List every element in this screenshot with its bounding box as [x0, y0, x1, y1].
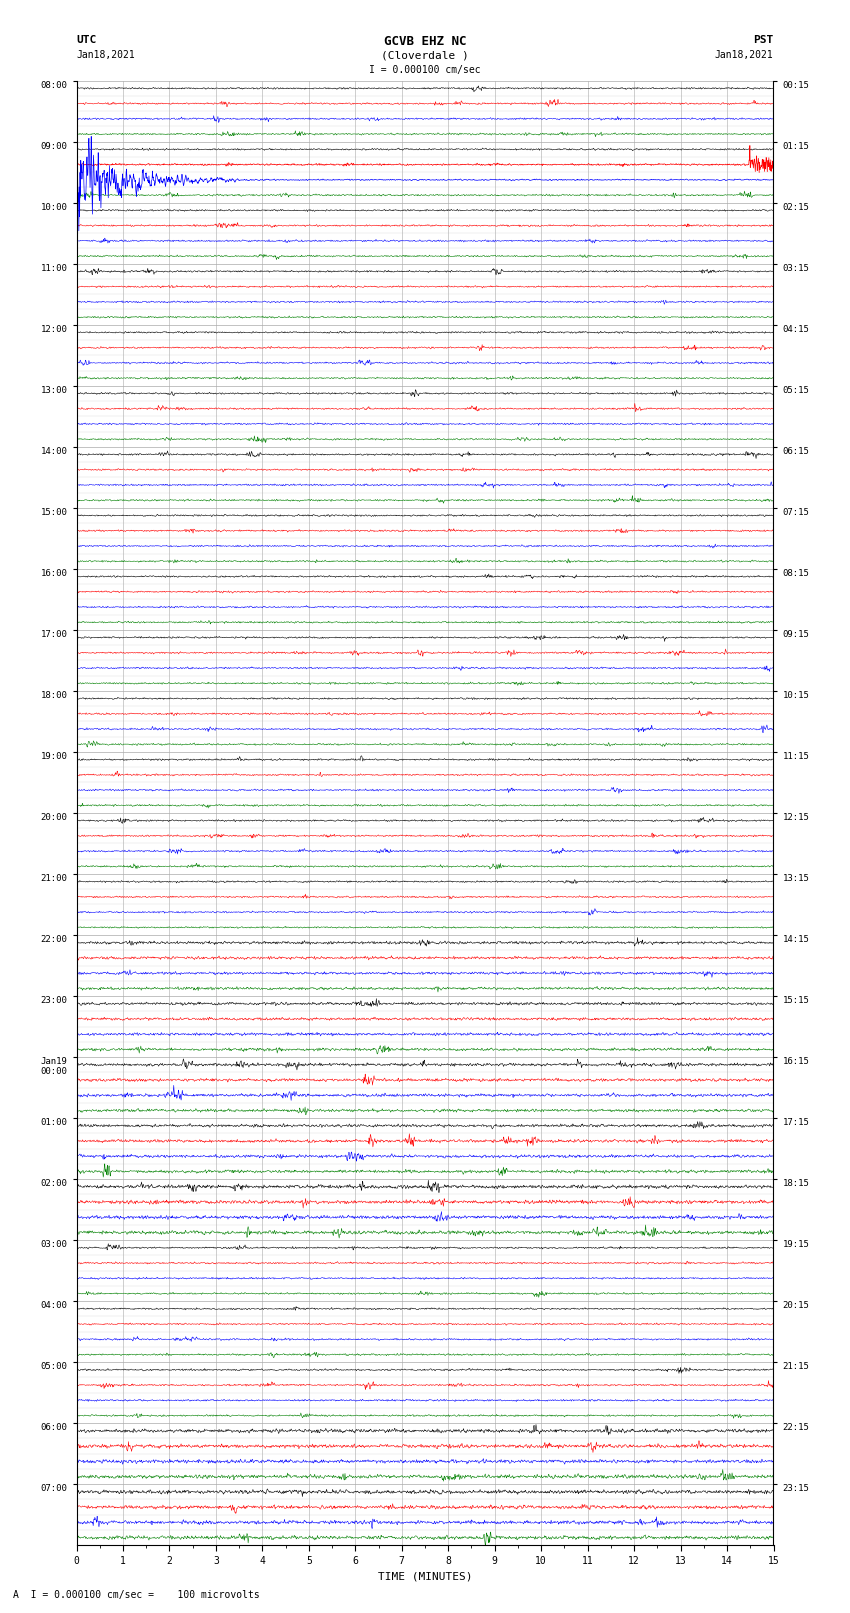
X-axis label: TIME (MINUTES): TIME (MINUTES): [377, 1571, 473, 1581]
Text: A  I = 0.000100 cm/sec =    100 microvolts: A I = 0.000100 cm/sec = 100 microvolts: [13, 1590, 259, 1600]
Text: Jan18,2021: Jan18,2021: [715, 50, 774, 60]
Text: PST: PST: [753, 35, 774, 45]
Text: Jan18,2021: Jan18,2021: [76, 50, 135, 60]
Text: GCVB EHZ NC: GCVB EHZ NC: [383, 35, 467, 48]
Text: UTC: UTC: [76, 35, 97, 45]
Text: I = 0.000100 cm/sec: I = 0.000100 cm/sec: [369, 65, 481, 74]
Text: (Cloverdale ): (Cloverdale ): [381, 50, 469, 60]
